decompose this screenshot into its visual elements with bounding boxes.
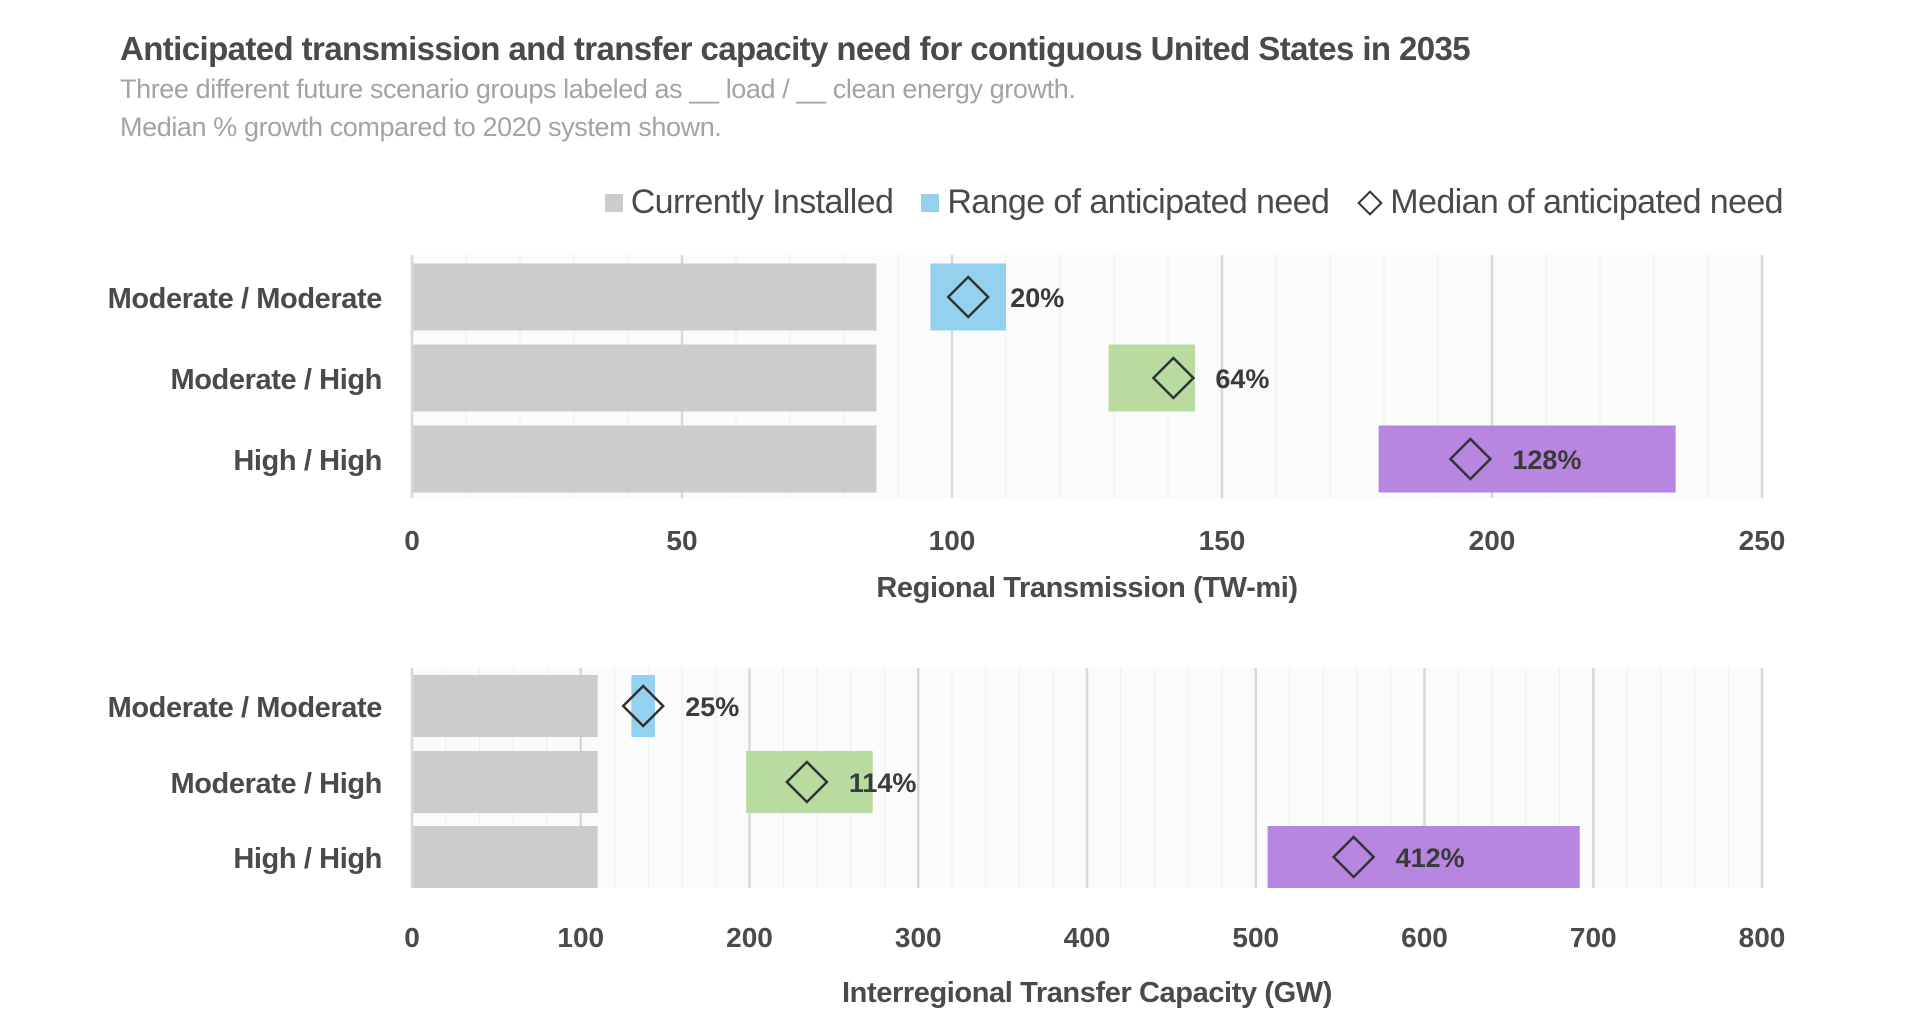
panel1-median-label: 128% [1512,445,1581,475]
panel1-range-bar [1378,425,1676,493]
panel2-tick-label: 0 [404,922,420,953]
panel1-tick-label: 150 [1199,525,1246,556]
panel1-category-label: High / High [233,445,382,477]
panel1-tick-label: 200 [1469,525,1516,556]
panel2-range-bar [1267,826,1580,888]
legend-swatch-range [921,193,940,212]
panel2-tick-label: 400 [1064,922,1111,953]
panel2-tick-label: 100 [557,922,604,953]
legend-item-range: Range of anticipated need [921,183,1330,222]
panel2-median-label: 114% [849,768,917,798]
chart-subtitle-line-1: Three different future scenario groups l… [120,74,1076,104]
panel1-median-diamond [946,275,990,319]
panel2-median-label: 25% [685,692,739,722]
panel1-median-diamond [1448,437,1493,481]
panel1-installed-bar [412,425,877,493]
panel2-tick-label: 600 [1401,922,1448,953]
panel2-installed-bar [412,751,598,813]
panel1-installed-bar [412,344,877,412]
legend: Currently Installed Range of anticipated… [577,183,1784,222]
legend-item-median: Median of anticipated need [1357,183,1784,222]
panel1-range-bar [930,263,1006,331]
legend-label-median: Median of anticipated need [1390,183,1783,221]
panel2-median-diamond [1331,835,1376,879]
panel1-installed-bar [412,263,877,331]
legend-item-installed: Currently Installed [604,183,894,222]
chart-subtitle-line-2: Median % growth compared to 2020 system … [120,112,722,142]
panel1-median-label: 20% [1010,283,1064,313]
panel2-category-label: Moderate / Moderate [108,692,383,724]
panel1-tick-label: 250 [1739,525,1786,556]
panel1-tick-label: 0 [404,525,420,556]
panel2-category-label: High / High [233,843,382,875]
panel2-range-bar [746,751,873,813]
panel1-tick-label: 100 [929,525,976,556]
legend-swatch-installed [604,193,623,212]
panel2-median-diamond [621,684,665,728]
panel2-tick-label: 700 [1570,922,1617,953]
panel2-tick-label: 200 [726,922,773,953]
legend-label-installed: Currently Installed [630,183,894,221]
panel2-installed-bar [412,675,598,737]
panel2-category-label: Moderate / High [170,768,382,800]
panel2-tick-label: 500 [1232,922,1279,953]
panel2-installed-bar [412,826,598,888]
panel1-x-axis-title: Regional Transmission (TW-mi) [876,572,1297,604]
panel2-median-label: 412% [1396,843,1465,873]
panel2-tick-label: 300 [895,922,942,953]
panel1-category-label: Moderate / High [170,364,382,396]
panel2-x-axis-title: Interregional Transfer Capacity (GW) [842,977,1332,1009]
panel1-median-label: 64% [1215,364,1269,394]
panel2-median-diamond [785,760,829,804]
panel2-tick-label: 800 [1739,922,1786,953]
chart-title: Anticipated transmission and transfer ca… [120,30,1471,67]
legend-label-range: Range of anticipated need [947,183,1330,221]
panel1-tick-label: 50 [666,525,697,556]
panel1-category-label: Moderate / Moderate [108,283,383,315]
panel1-median-diamond [1151,356,1196,400]
